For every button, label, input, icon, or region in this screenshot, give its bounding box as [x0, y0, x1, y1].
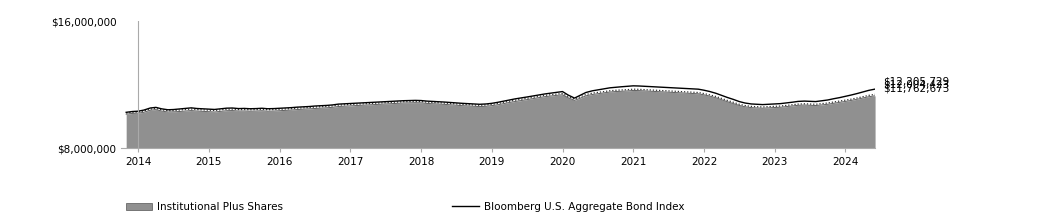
Text: $12,004,423: $12,004,423 — [882, 80, 948, 90]
Text: $12,205,729: $12,205,729 — [882, 77, 948, 86]
Text: $11,762,673: $11,762,673 — [882, 84, 949, 93]
Legend: Institutional Plus Shares, Bloomberg U.S. Intermediate Aggregate ex Baa Index, B: Institutional Plus Shares, Bloomberg U.S… — [126, 202, 684, 212]
